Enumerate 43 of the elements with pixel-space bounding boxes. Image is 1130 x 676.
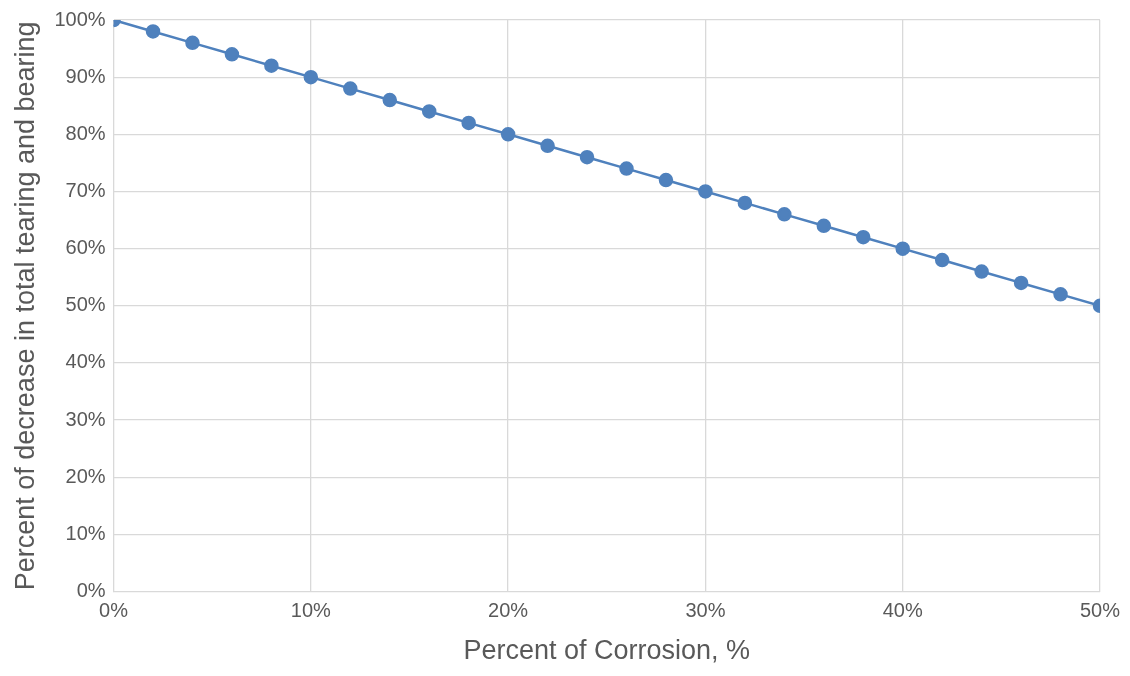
x-tick-label: 10% [290, 599, 332, 622]
y-tick-label: 10% [65, 521, 106, 544]
y-tick-label: 90% [65, 64, 106, 87]
point [816, 218, 832, 234]
y-tick-label: 80% [65, 121, 106, 144]
point [264, 58, 279, 73]
point [540, 138, 555, 153]
point [737, 195, 753, 211]
point [777, 207, 792, 222]
point [698, 184, 713, 199]
point [658, 172, 674, 188]
x-tick-label: 40% [882, 599, 923, 622]
x-tick-label: 50% [1079, 599, 1121, 622]
y-tick-label: 0% [76, 579, 106, 602]
point [382, 92, 398, 108]
y-tick-label: 100% [54, 7, 106, 30]
y-tick-label: 50% [65, 293, 106, 316]
point [1053, 287, 1068, 302]
point [343, 81, 358, 96]
x-axis-title: Percent of Corrosion, % [463, 635, 751, 666]
point [895, 241, 910, 256]
x-tick-label: 30% [685, 599, 726, 622]
point [185, 35, 200, 51]
point [500, 127, 516, 142]
y-tick-label: 60% [65, 236, 106, 259]
point [974, 264, 989, 279]
point [579, 149, 595, 165]
point [619, 161, 634, 176]
y-tick-label: 20% [65, 464, 106, 487]
point [224, 47, 240, 62]
point [461, 115, 476, 131]
y-tick-label: 70% [65, 179, 106, 201]
y-tick-label: 40% [65, 350, 106, 373]
y-tick-label: 30% [65, 407, 106, 430]
point [856, 229, 871, 245]
y-axis-title: Percent of decrease in total tearing and bearing [9, 21, 40, 591]
point [1013, 275, 1029, 291]
x-tick-label: 20% [488, 599, 529, 622]
x-tick-label: 0% [99, 599, 129, 622]
point [934, 252, 950, 268]
point [421, 104, 437, 119]
point [145, 24, 161, 39]
point [303, 69, 319, 85]
